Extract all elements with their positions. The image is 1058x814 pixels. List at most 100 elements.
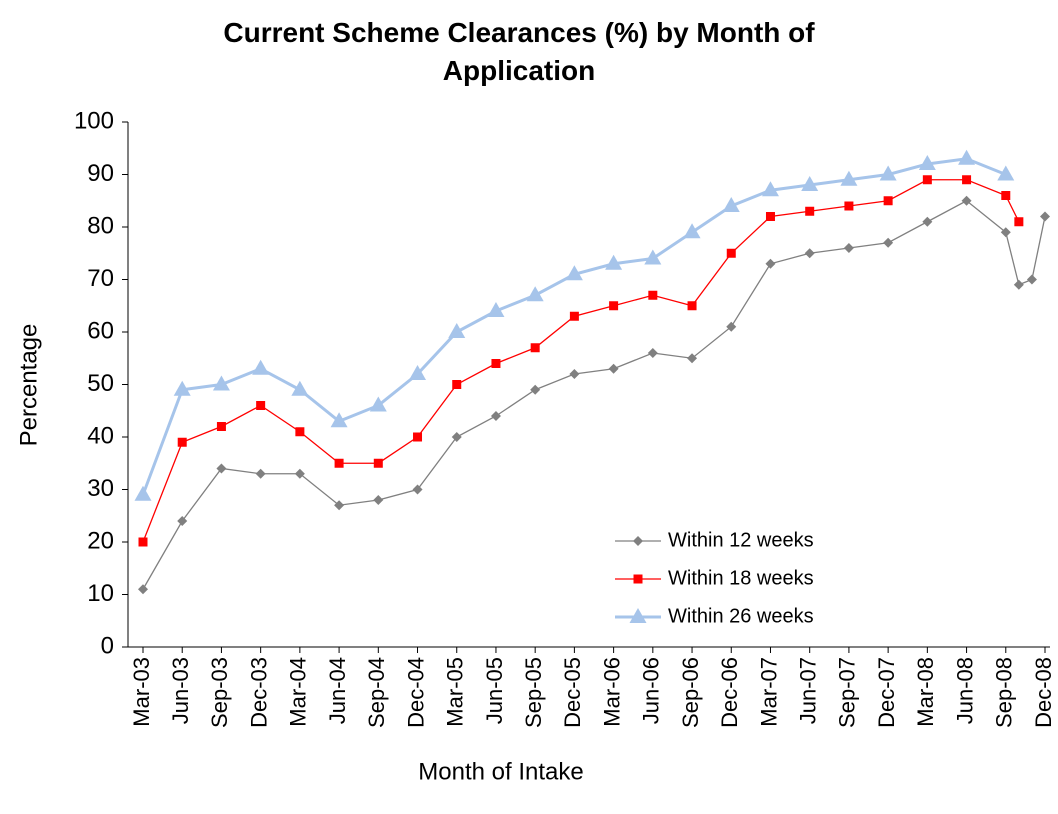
marker: [648, 290, 658, 300]
marker: [334, 500, 345, 511]
marker: [765, 212, 775, 221]
y-tick-label: 80: [87, 212, 114, 239]
marker: [922, 216, 933, 227]
marker: [173, 380, 191, 396]
x-tick-label: Dec-05: [560, 657, 585, 728]
x-tick-label: Jun-03: [168, 657, 193, 724]
marker: [334, 458, 344, 468]
x-tick-label: Mar-04: [286, 657, 311, 727]
marker: [569, 311, 579, 321]
marker: [530, 384, 541, 395]
marker: [1000, 227, 1011, 238]
marker: [409, 365, 427, 380]
marker: [138, 537, 148, 547]
x-tick-label: Dec-07: [874, 657, 899, 728]
legend-label: Within 18 weeks: [668, 567, 814, 589]
marker: [918, 155, 936, 170]
y-tick-label: 20: [87, 527, 114, 554]
marker: [1014, 217, 1024, 227]
marker: [1001, 191, 1011, 200]
marker: [647, 348, 658, 358]
marker: [330, 412, 348, 428]
marker: [879, 165, 897, 181]
marker: [997, 165, 1015, 181]
marker: [255, 468, 266, 479]
marker: [843, 243, 854, 253]
marker: [451, 432, 462, 442]
x-tick-label: Sep-05: [521, 657, 546, 728]
marker: [687, 353, 698, 364]
y-tick-label: 50: [87, 370, 114, 397]
y-tick-label: 10: [87, 580, 114, 607]
x-tick-label: Sep-06: [678, 657, 703, 728]
marker: [608, 363, 619, 374]
marker: [256, 401, 266, 410]
marker: [177, 437, 187, 447]
x-tick-label: Jun-08: [952, 657, 977, 724]
marker: [212, 375, 230, 391]
marker: [373, 458, 383, 468]
marker: [526, 286, 544, 302]
legend-marker: [629, 608, 647, 623]
x-tick-label: Mar-07: [756, 657, 781, 727]
marker: [177, 516, 188, 526]
marker: [605, 254, 623, 270]
y-tick-label: 90: [87, 160, 114, 187]
marker: [962, 175, 972, 185]
marker: [373, 495, 384, 505]
x-tick-label: Dec-04: [403, 657, 428, 728]
x-tick-label: Sep-08: [992, 657, 1017, 728]
marker: [412, 484, 423, 495]
marker: [1013, 279, 1024, 290]
marker: [726, 248, 736, 258]
marker: [413, 432, 423, 442]
chart-title: Current Scheme Clearances (%) by Month o…: [223, 17, 815, 86]
y-axis-title: Percentage: [15, 324, 42, 447]
y-tick-label: 0: [101, 632, 114, 659]
marker: [216, 422, 226, 431]
marker: [922, 175, 932, 185]
marker: [609, 301, 619, 311]
x-tick-label: Mar-08: [913, 657, 938, 727]
marker: [448, 323, 466, 338]
legend-marker: [633, 574, 643, 584]
x-tick-label: Dec-08: [1031, 657, 1056, 728]
legend-marker: [633, 536, 643, 546]
marker: [1040, 211, 1050, 222]
marker: [291, 380, 309, 396]
marker: [530, 343, 540, 353]
x-tick-label: Sep-04: [364, 657, 389, 728]
marker: [294, 468, 305, 479]
x-tick-label: Jun-04: [325, 657, 350, 724]
x-tick-label: Sep-03: [207, 657, 232, 728]
x-tick-label: Jun-06: [639, 657, 664, 724]
marker: [490, 411, 501, 421]
x-tick-label: Sep-07: [835, 657, 860, 728]
series-line: [142, 199, 1046, 590]
x-tick-label: Dec-03: [246, 657, 271, 728]
series-line: [142, 179, 1020, 543]
marker: [761, 181, 779, 197]
marker: [295, 427, 305, 437]
marker: [687, 301, 697, 311]
x-tick-label: Dec-06: [717, 657, 742, 728]
marker: [726, 321, 737, 332]
x-tick-label: Jun-07: [796, 657, 821, 724]
legend-label: Within 12 weeks: [668, 529, 814, 551]
marker: [883, 196, 893, 206]
marker: [216, 463, 227, 474]
marker: [1026, 274, 1037, 285]
marker: [491, 359, 501, 368]
marker: [844, 201, 854, 211]
marker: [138, 584, 148, 595]
marker: [883, 237, 894, 248]
x-tick-label: Jun-05: [482, 657, 507, 724]
marker: [452, 380, 462, 389]
y-tick-label: 100: [74, 107, 114, 134]
x-tick-label: Mar-03: [129, 657, 154, 727]
marker: [801, 176, 819, 191]
y-tick-label: 40: [87, 422, 114, 449]
x-tick-label: Mar-05: [443, 657, 468, 727]
legend-label: Within 26 weeks: [668, 605, 814, 627]
